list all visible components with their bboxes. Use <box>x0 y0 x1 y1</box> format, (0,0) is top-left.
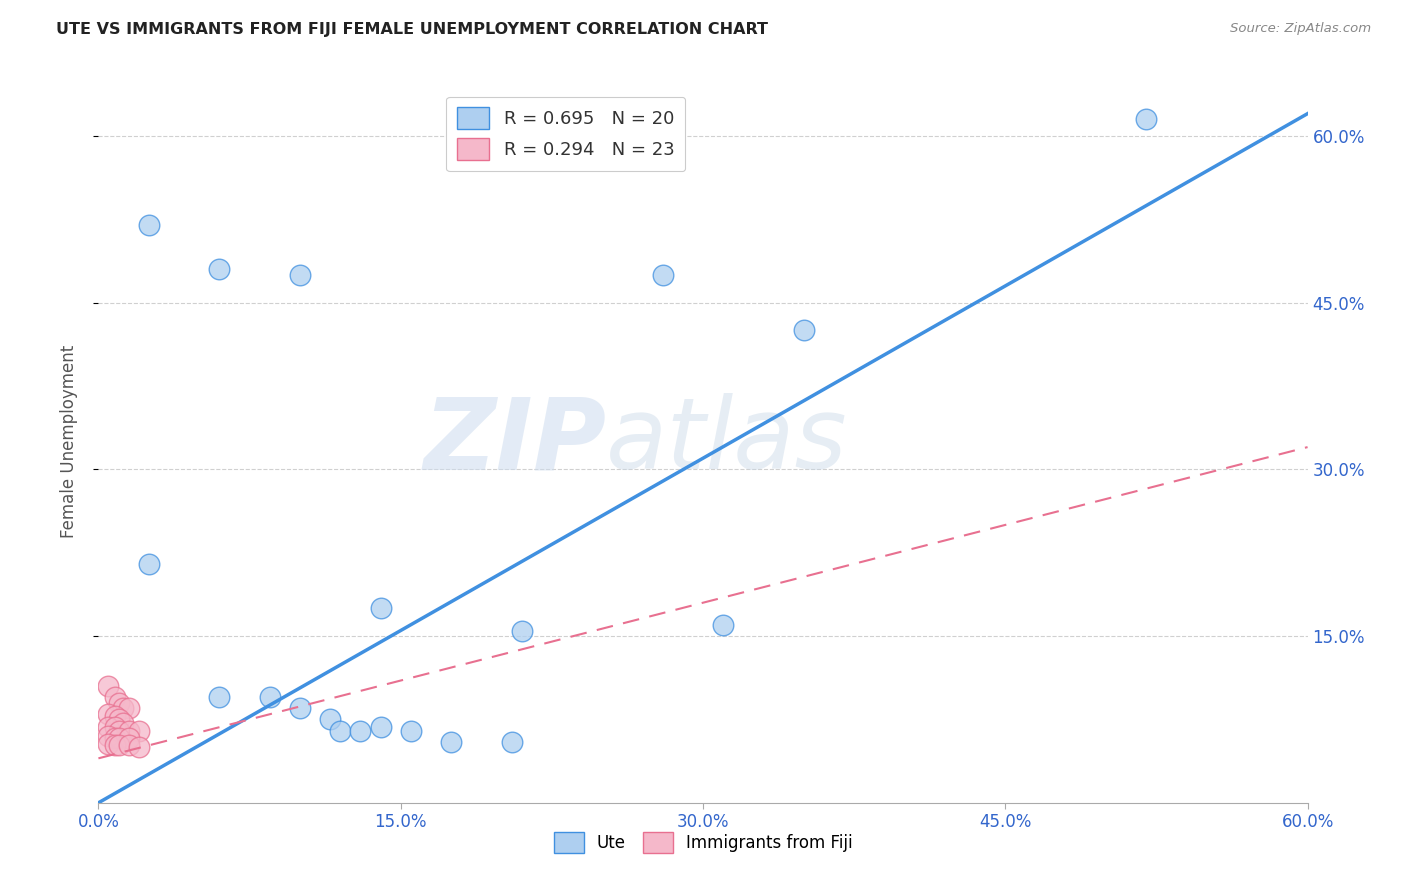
Text: UTE VS IMMIGRANTS FROM FIJI FEMALE UNEMPLOYMENT CORRELATION CHART: UTE VS IMMIGRANTS FROM FIJI FEMALE UNEMP… <box>56 22 768 37</box>
Point <box>97 720 120 734</box>
Point <box>288 268 311 282</box>
Point <box>138 218 160 232</box>
Point <box>440 734 463 748</box>
Point <box>118 731 141 746</box>
Text: ZIP: ZIP <box>423 393 606 490</box>
Point <box>711 618 734 632</box>
Point <box>370 720 392 734</box>
Point <box>288 701 311 715</box>
Point <box>111 715 134 730</box>
Point <box>329 723 352 738</box>
Point <box>103 731 125 746</box>
Point <box>1135 112 1157 127</box>
Point <box>128 723 150 738</box>
Point <box>501 734 523 748</box>
Point <box>97 679 120 693</box>
Point <box>107 696 129 710</box>
Point <box>128 740 150 755</box>
Point <box>399 723 422 738</box>
Point <box>103 720 125 734</box>
Point <box>103 690 125 705</box>
Point <box>138 557 160 571</box>
Point <box>107 713 129 727</box>
Point <box>97 737 120 751</box>
Point <box>208 690 231 705</box>
Text: Source: ZipAtlas.com: Source: ZipAtlas.com <box>1230 22 1371 36</box>
Text: atlas: atlas <box>606 393 848 490</box>
Legend: Ute, Immigrants from Fiji: Ute, Immigrants from Fiji <box>547 826 859 860</box>
Point <box>208 262 231 277</box>
Point <box>97 729 120 743</box>
Point <box>118 723 141 738</box>
Point <box>103 738 125 752</box>
Point <box>259 690 281 705</box>
Point <box>118 701 141 715</box>
Point <box>118 738 141 752</box>
Point <box>97 706 120 721</box>
Point <box>319 713 342 727</box>
Point <box>793 323 815 337</box>
Point <box>370 601 392 615</box>
Point <box>103 709 125 723</box>
Point <box>107 723 129 738</box>
Point <box>510 624 533 638</box>
Point <box>111 701 134 715</box>
Point <box>107 731 129 746</box>
Point <box>349 723 371 738</box>
Y-axis label: Female Unemployment: Female Unemployment <box>59 345 77 538</box>
Point <box>107 738 129 752</box>
Point <box>651 268 673 282</box>
